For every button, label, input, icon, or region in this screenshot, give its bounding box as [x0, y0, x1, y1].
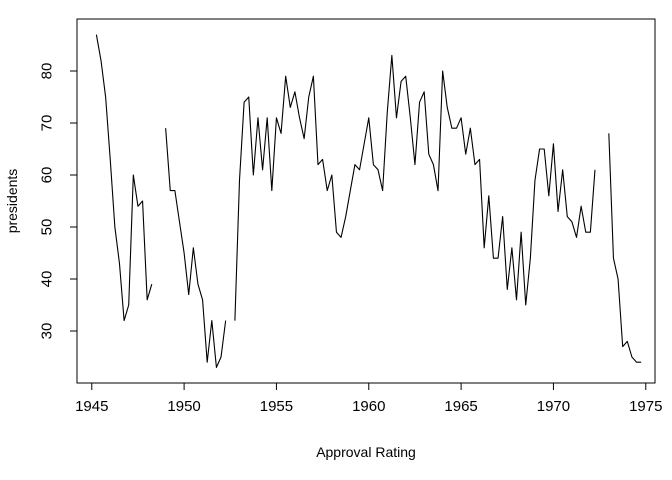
y-tick-label: 60 [39, 167, 56, 184]
y-tick-label: 30 [39, 323, 56, 340]
y-tick-label: 70 [39, 115, 56, 132]
plot-frame [76, 18, 656, 384]
x-tick-label: 1945 [75, 398, 108, 415]
series-line-segment [165, 128, 227, 368]
y-tick-label: 80 [39, 63, 56, 80]
series-line-segment [234, 54, 596, 321]
x-tick-label: 1970 [537, 398, 570, 415]
x-tick-label: 1955 [260, 398, 293, 415]
y-tick-label: 40 [39, 271, 56, 288]
x-axis-label: Approval Rating [316, 444, 416, 460]
series-line-segment [95, 34, 153, 322]
series-line-segment [608, 133, 642, 363]
y-tick-label: 50 [39, 219, 56, 236]
y-axis: 30 40 50 60 70 80 [39, 63, 78, 340]
x-tick-label: 1975 [629, 398, 662, 415]
x-axis: 1945 1950 1955 1960 1965 1970 1975 [75, 382, 662, 415]
y-axis-label: presidents [4, 169, 20, 234]
series-layer [95, 34, 642, 368]
x-tick-label: 1965 [444, 398, 477, 415]
x-tick-label: 1950 [167, 398, 200, 415]
x-tick-label: 1960 [352, 398, 385, 415]
